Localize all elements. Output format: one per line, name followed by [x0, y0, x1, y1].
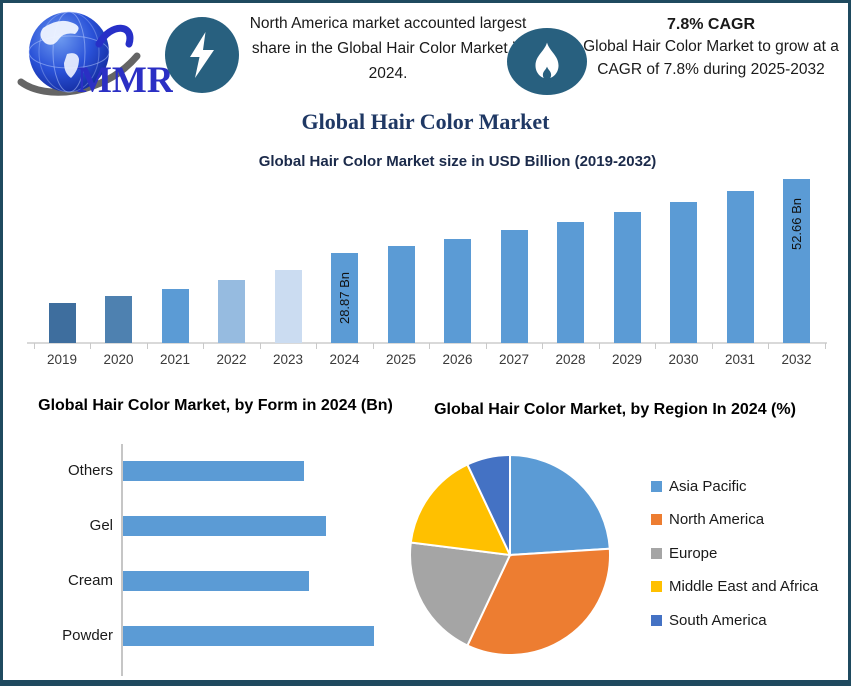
bar-value-label-2032: 52.66 Bn — [788, 197, 804, 251]
bar-2027 — [500, 230, 528, 343]
form-label-cream: Cream — [67, 572, 113, 589]
legend-label: South America — [669, 611, 767, 629]
form-label-others: Others — [67, 462, 113, 479]
legend-swatch — [651, 581, 662, 592]
form-bar-chart: Others Gel Cream Powder — [18, 444, 413, 676]
bar-2019 — [48, 302, 76, 343]
cagr-block: 7.8% CAGR Global Hair Color Market to gr… — [575, 16, 847, 82]
x-label-2026: 2026 — [442, 352, 473, 367]
lightning-icon — [165, 17, 239, 93]
axis-tick — [711, 343, 713, 349]
x-label-2028: 2028 — [555, 352, 586, 367]
bar-2028 — [557, 221, 584, 343]
main-bar-chart: 2019 2020 2021 2022 2023 2024 28.87 Bn 2025 2026… — [27, 173, 827, 367]
x-label-2031: 2031 — [724, 352, 756, 367]
bar-2022 — [218, 279, 245, 343]
axis-tick — [429, 343, 431, 349]
form-bar-powder — [123, 626, 374, 646]
bar-2020 — [105, 295, 132, 343]
bar-2024 — [331, 253, 358, 343]
axis-tick — [598, 343, 600, 349]
x-label-2022: 2022 — [216, 352, 247, 367]
axis-tick — [372, 343, 374, 349]
legend-swatch — [651, 514, 662, 525]
region-chart-title: Global Hair Color Market, by Region In 2… — [434, 401, 796, 418]
form-chart-axis — [121, 444, 123, 676]
axis-tick — [542, 343, 544, 349]
logo-text: MMR — [77, 60, 173, 98]
x-label-2025: 2025 — [385, 352, 417, 367]
form-bar-others — [123, 461, 304, 481]
legend-swatch — [651, 547, 662, 559]
mmr-logo: MMR — [11, 8, 175, 101]
legend-item-europe: Europe — [651, 543, 717, 563]
form-chart-title: Global Hair Color Market, by Form in 202… — [38, 397, 393, 414]
axis-tick — [90, 343, 92, 349]
form-label-gel: Gel — [89, 517, 113, 534]
region-pie-chart — [409, 453, 611, 656]
axis-tick — [33, 343, 35, 349]
legend-label: North America — [669, 511, 765, 528]
flame-icon — [507, 28, 587, 95]
main-chart-title: Global Hair Color Market size in USD Bil… — [258, 153, 657, 170]
x-label-2032: 2032 — [781, 352, 812, 367]
legend-swatch — [651, 480, 662, 492]
axis-tick — [655, 343, 657, 349]
bar-2026 — [444, 238, 471, 343]
bar-2021 — [161, 288, 189, 343]
x-label-2019: 2019 — [46, 352, 78, 367]
bar-2029 — [613, 212, 641, 343]
header-note: North America market accounted largest s… — [249, 15, 527, 83]
axis-tick — [203, 343, 205, 349]
form-bar-cream — [123, 571, 309, 591]
legend-label: Europe — [669, 544, 718, 562]
legend-swatch — [651, 614, 662, 626]
cagr-text: Global Hair Color Market to grow at a CA… — [583, 38, 839, 79]
pie-slice-asia-pacific — [509, 453, 611, 557]
x-label-2021: 2021 — [159, 352, 191, 367]
legend-item-middle-east-and-africa: Middle East and Africa — [651, 577, 818, 597]
axis-tick — [485, 343, 487, 349]
bar-2025 — [387, 246, 415, 343]
x-label-2030: 2030 — [668, 352, 699, 367]
pie-slice-middle-east-and-africa — [409, 463, 512, 557]
form-label-powder: Powder — [62, 627, 113, 644]
legend-item-south-america: South America — [651, 610, 767, 630]
legend-item-north-america: North America — [651, 510, 764, 530]
axis-tick — [146, 343, 148, 349]
axis-tick — [316, 343, 318, 349]
x-label-2020: 2020 — [103, 352, 134, 367]
page-title: Global Hair Color Market — [301, 109, 550, 134]
axis-tick — [768, 343, 770, 349]
bar-2031 — [726, 190, 754, 343]
logo-swoosh-blue — [95, 24, 134, 48]
bar-2023 — [274, 269, 302, 343]
legend-label: Middle East and Africa — [669, 578, 819, 595]
x-axis-line — [27, 342, 827, 344]
bar-2032 — [783, 179, 810, 343]
form-bar-gel — [123, 516, 327, 536]
legend-label: Asia Pacific — [669, 477, 747, 495]
cagr-title: 7.8% CAGR — [666, 16, 756, 33]
legend-item-asia-pacific: Asia Pacific — [651, 476, 747, 496]
x-label-2024: 2024 — [329, 352, 360, 367]
bar-2030 — [670, 201, 697, 343]
pie-slice-north-america — [466, 547, 611, 656]
x-label-2027: 2027 — [498, 352, 530, 367]
axis-tick — [259, 343, 261, 349]
x-label-2029: 2029 — [611, 352, 643, 367]
pie-slice-europe — [409, 541, 512, 647]
bar-value-label-2024: 28.87 Bn — [336, 272, 352, 325]
pie-slice-south-america — [466, 453, 511, 556]
axis-tick — [824, 343, 826, 349]
x-label-2023: 2023 — [272, 352, 304, 367]
